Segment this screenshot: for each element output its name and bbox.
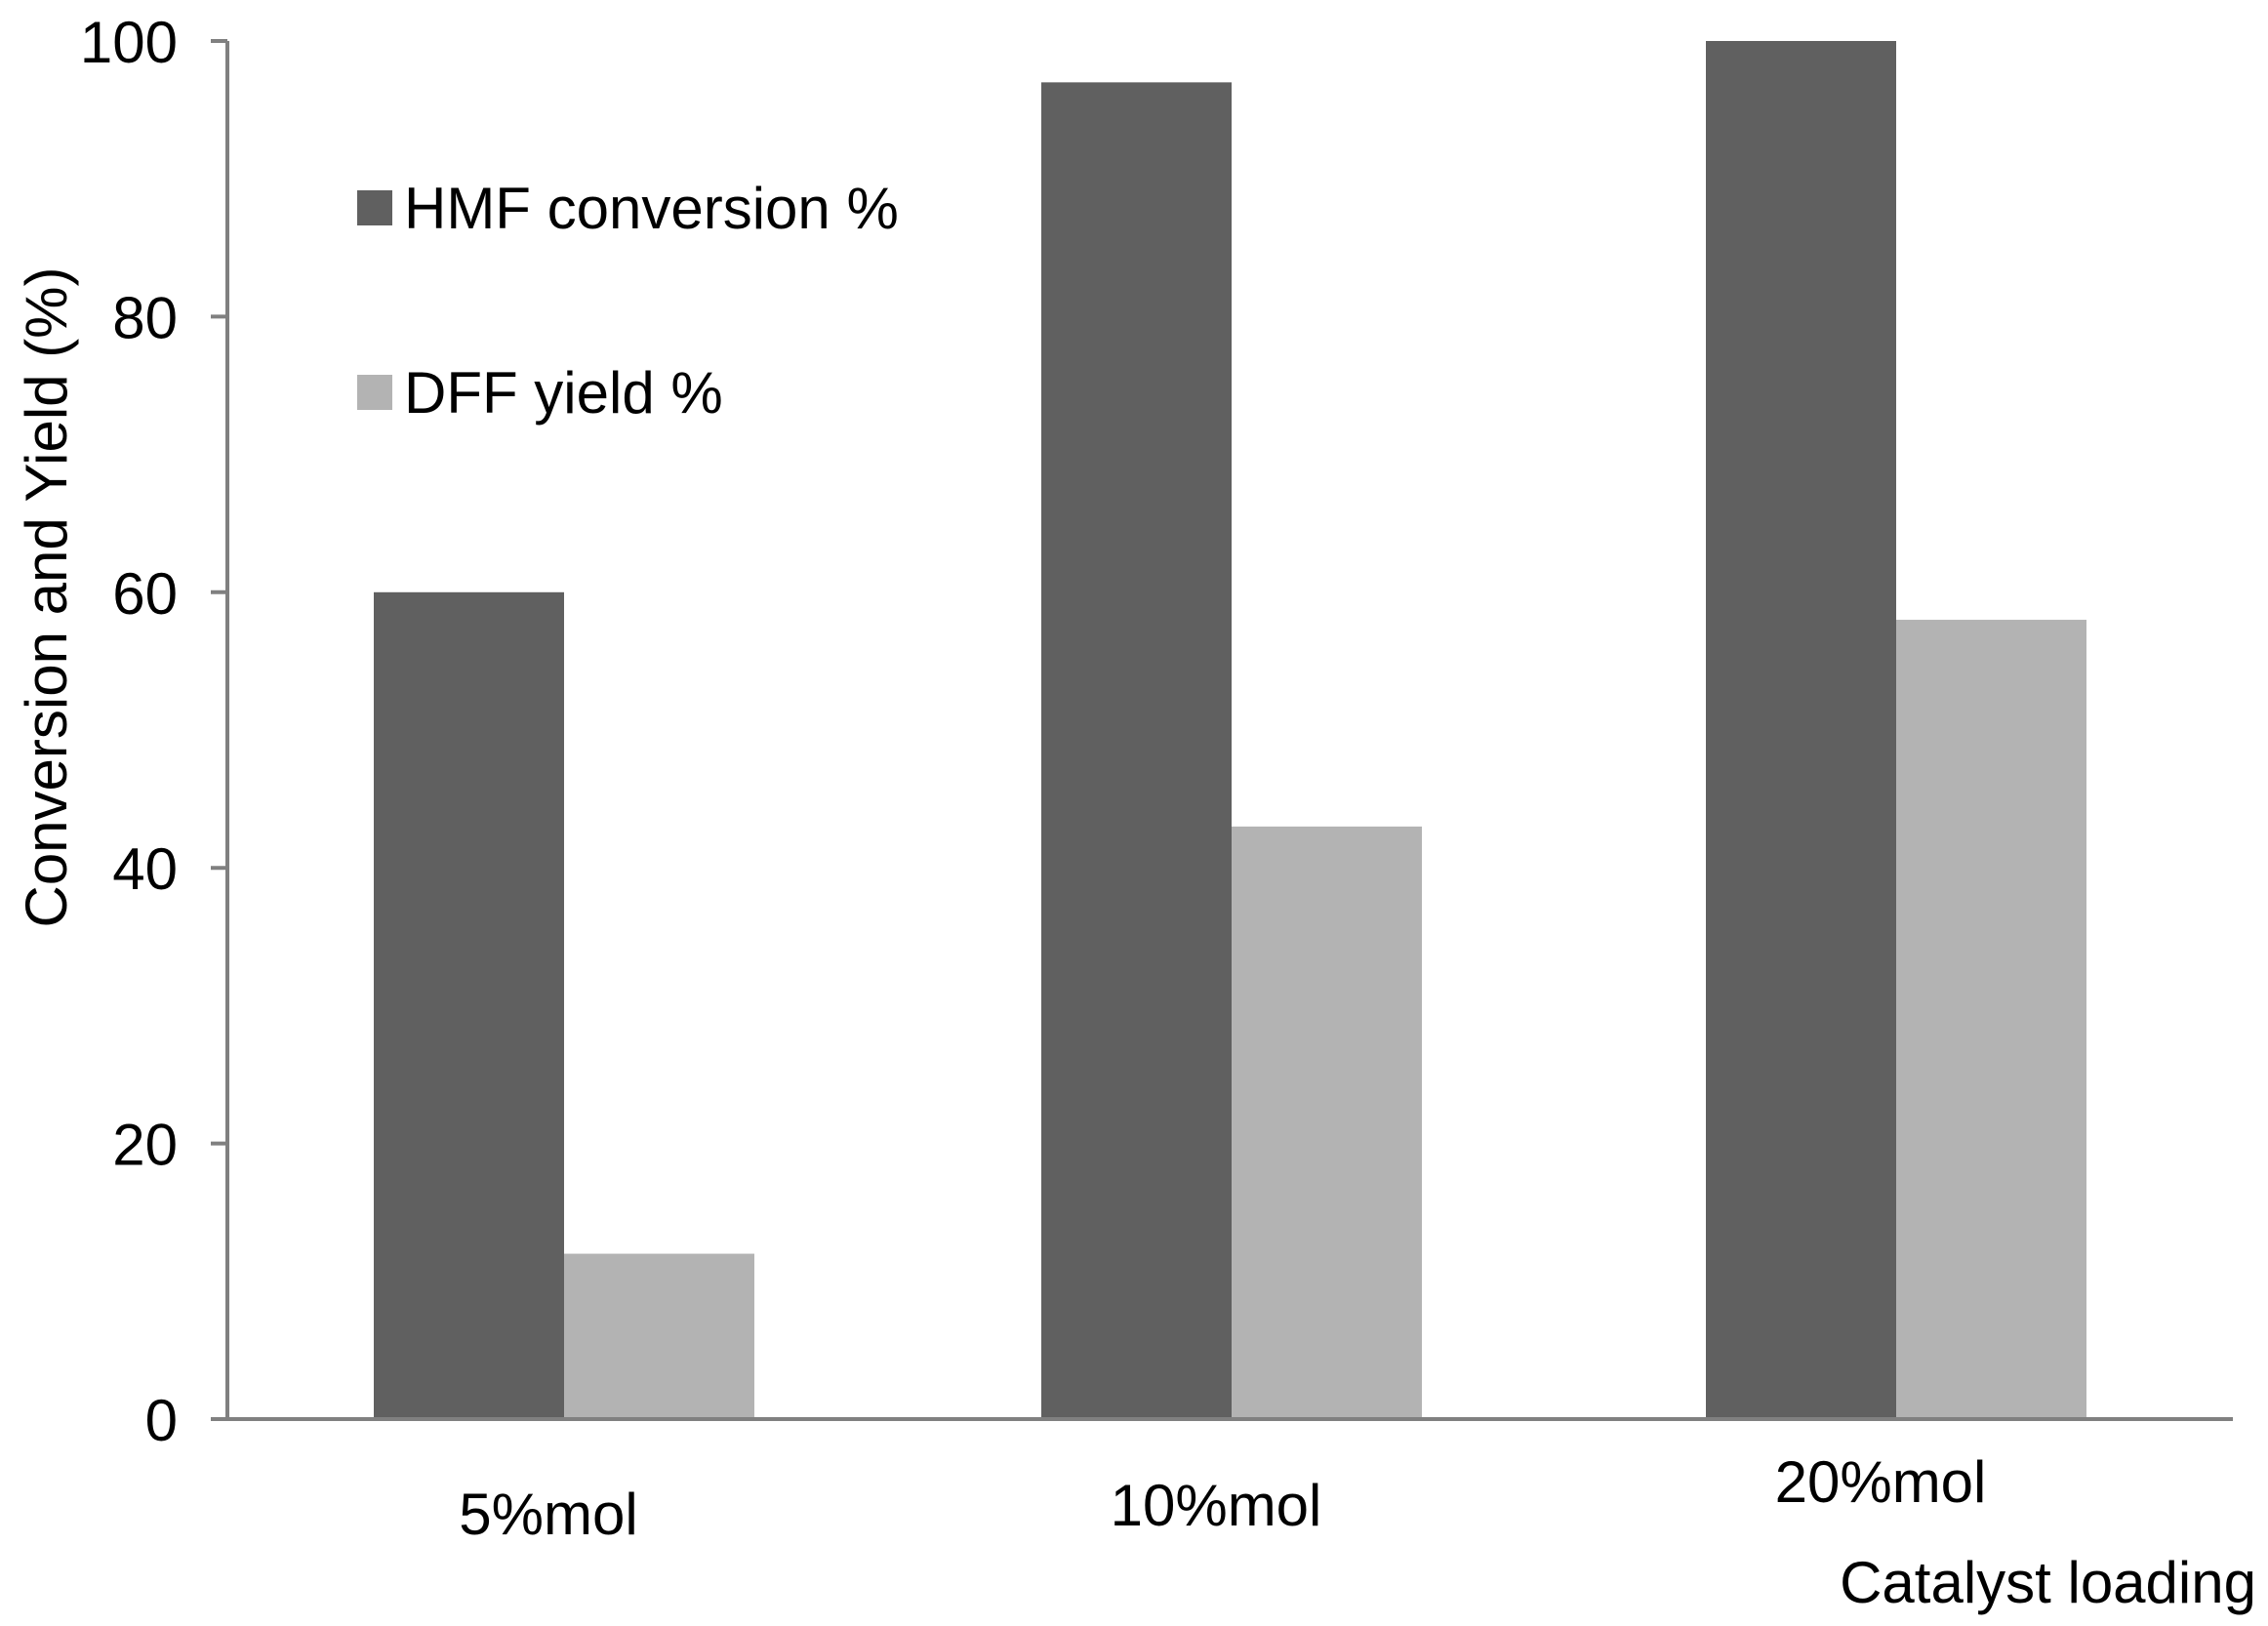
legend: HMF conversion % DFF yield % bbox=[357, 176, 899, 426]
bars-layer bbox=[374, 41, 2086, 1420]
legend-swatch bbox=[357, 190, 392, 225]
y-tick-label: 100 bbox=[80, 10, 178, 75]
bar-hmf-conversion-0 bbox=[374, 591, 564, 1419]
x-axis-label: Catalyst loading bbox=[1840, 1550, 2256, 1615]
x-tick-labels: 5%mol 10%mol 20%mol bbox=[459, 1449, 1986, 1547]
y-ticks: 0 20 40 60 80 100 bbox=[80, 10, 227, 1453]
x-tick-label: 20%mol bbox=[1775, 1449, 1987, 1515]
x-tick-label: 5%mol bbox=[459, 1482, 637, 1547]
bar-hmf-conversion-1 bbox=[1041, 82, 1232, 1420]
y-tick-label: 20 bbox=[112, 1113, 178, 1178]
legend-swatch bbox=[357, 375, 392, 410]
bar-dff-yield-1 bbox=[1232, 826, 1422, 1419]
bar-hmf-conversion-2 bbox=[1706, 41, 1896, 1419]
y-tick-label: 60 bbox=[112, 561, 178, 627]
bar-dff-yield-2 bbox=[1896, 620, 2086, 1419]
y-axis-label: Conversion and Yield (%) bbox=[14, 266, 79, 927]
x-tick-label: 10%mol bbox=[1111, 1473, 1322, 1538]
y-tick-label: 80 bbox=[112, 285, 178, 350]
y-tick-label: 40 bbox=[112, 836, 178, 902]
legend-label: HMF conversion % bbox=[404, 176, 899, 241]
axes-layer bbox=[211, 41, 2233, 1421]
legend-label: DFF yield % bbox=[404, 360, 723, 426]
y-tick-label: 0 bbox=[145, 1388, 178, 1453]
bar-dff-yield-0 bbox=[564, 1253, 754, 1419]
